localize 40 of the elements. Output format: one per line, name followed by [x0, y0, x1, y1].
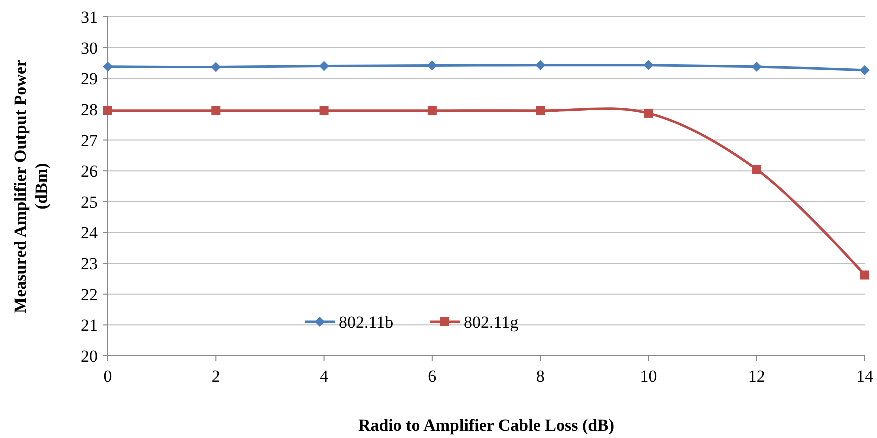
point	[103, 62, 113, 72]
y-axis-title: Measured Amplifier Output Power (dBm)	[11, 59, 51, 314]
point	[536, 60, 546, 70]
point	[752, 165, 762, 174]
y-tick-label: 26	[81, 162, 98, 182]
point	[211, 62, 222, 72]
y-tick-label: 31	[81, 8, 98, 27]
y-tick-label: 22	[81, 285, 98, 304]
legend-label: 802.11g	[464, 313, 520, 332]
point	[536, 106, 546, 116]
y-tick-label: 20	[81, 347, 98, 366]
x-axis-title: Radio to Amplifier Cable Loss (dB)	[358, 416, 615, 435]
point	[752, 62, 762, 72]
x-tick-label: 14	[856, 367, 874, 386]
point	[428, 106, 437, 116]
x-tick-label: 6	[428, 367, 437, 386]
legend-label: 802.11b	[339, 313, 394, 332]
y-tick-label: 27	[81, 131, 98, 150]
point	[860, 65, 870, 76]
point	[319, 61, 330, 72]
y-tick-label: 25	[81, 192, 98, 212]
x-tick-label: 12	[748, 367, 766, 386]
x-tick-label: 2	[212, 367, 220, 386]
y-tick-label: 23	[81, 254, 98, 274]
y-tick-label: 28	[81, 100, 98, 120]
y-tick-label: 24	[81, 224, 98, 243]
point	[860, 270, 870, 280]
point	[644, 108, 654, 118]
x-tick-label: 4	[320, 367, 330, 386]
x-tick-label: 8	[536, 367, 545, 386]
point	[212, 106, 221, 116]
y-tick-label: 30	[81, 38, 98, 58]
point	[644, 60, 654, 70]
point	[104, 106, 112, 116]
y-tick-label: 29	[81, 70, 98, 89]
point	[320, 106, 329, 116]
x-tick-label: 10	[640, 367, 658, 386]
point	[427, 60, 438, 71]
x-tick-label: 0	[104, 367, 112, 386]
y-tick-label: 21	[81, 316, 98, 336]
